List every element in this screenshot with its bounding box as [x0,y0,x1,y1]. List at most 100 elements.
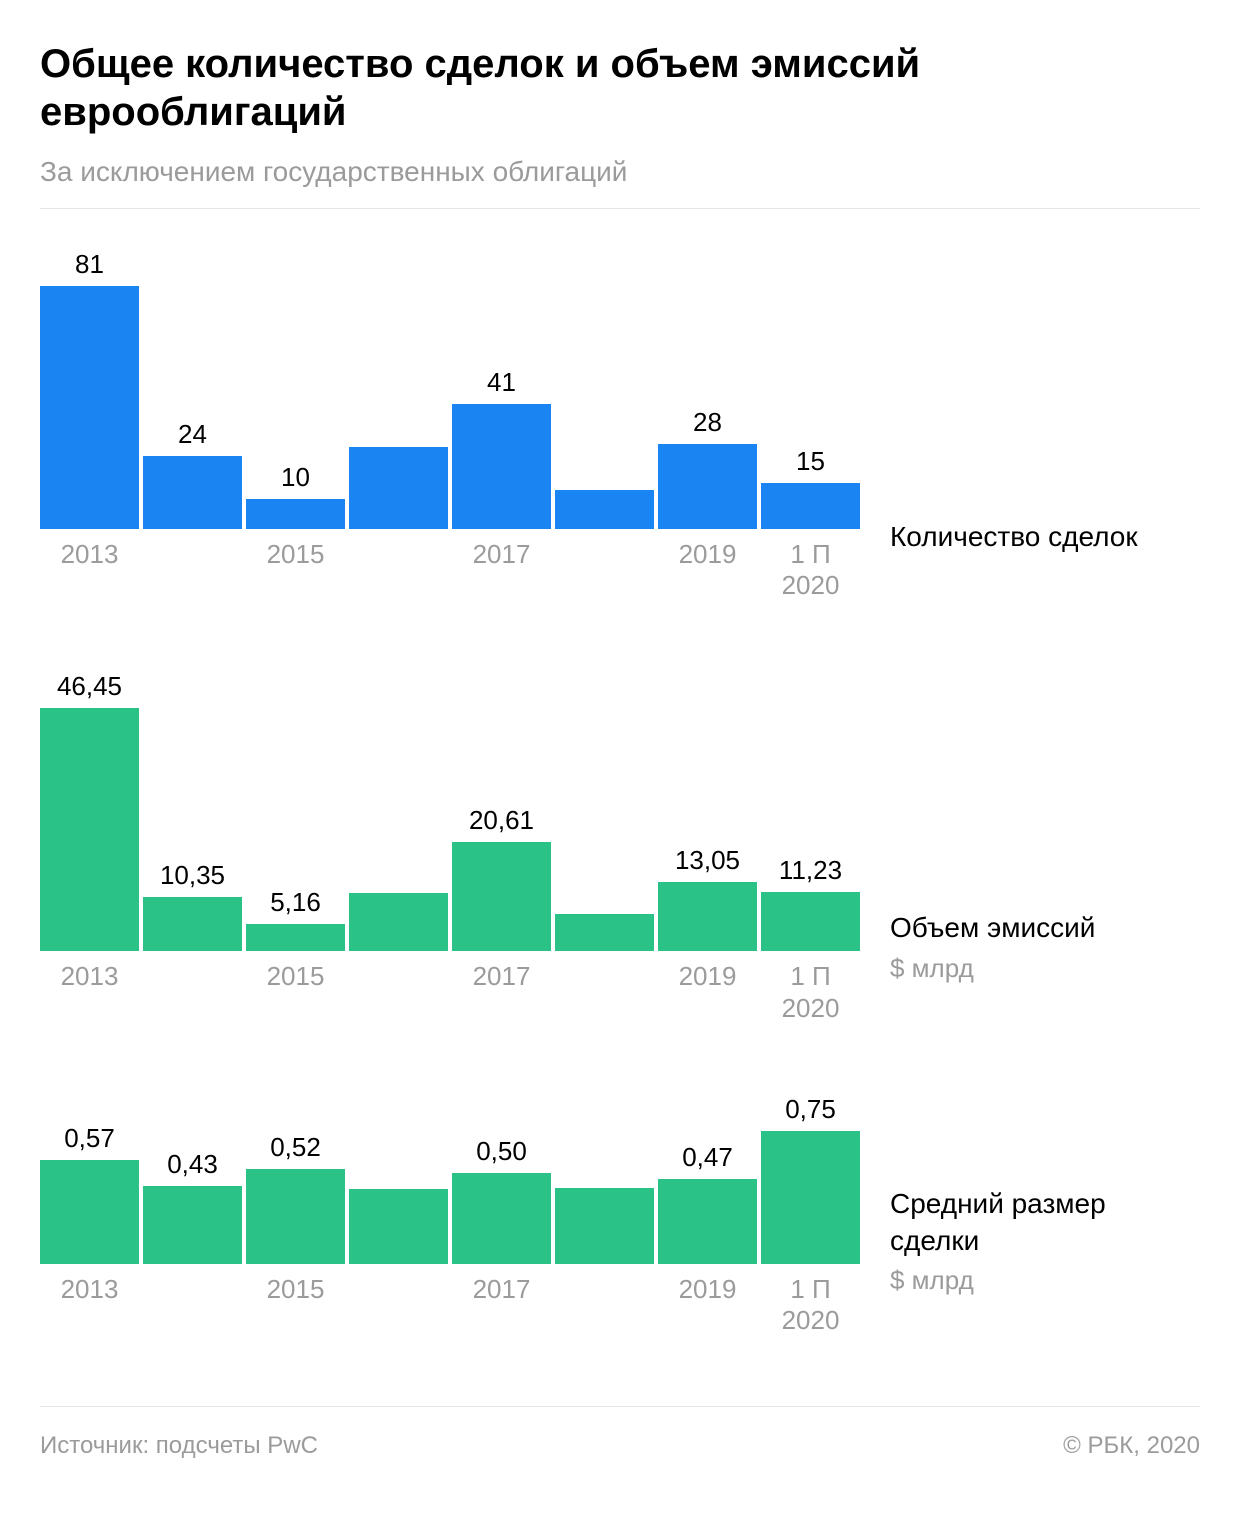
bar [452,1173,551,1264]
footer: Источник: подсчеты PwC © РБК, 2020 [40,1406,1200,1460]
bar [761,892,860,951]
bar-col [555,671,654,951]
x-tick [143,1274,242,1336]
x-tick: 2015 [246,961,345,1023]
bar [555,1188,654,1264]
x-tick: 2013 [40,1274,139,1336]
bar-value-label: 20,61 [469,805,534,836]
chart-volume: 46,4510,355,1620,6113,0511,2320132015201… [40,671,1200,1023]
bar-value-label: 28 [693,407,722,438]
bar-col: 20,61 [452,671,551,951]
legend-title: Количество сделок [890,519,1138,555]
chart-area: 81241041281520132015201720191 П 2020 [40,249,860,601]
bar-value-label: 13,05 [675,845,740,876]
bar [246,1169,345,1263]
x-axis: 20132015201720191 П 2020 [40,539,860,601]
x-tick: 2019 [658,539,757,601]
bar-col: 41 [452,249,551,529]
bar-value-label: 0,52 [270,1132,321,1163]
bar-col [349,671,448,951]
bar [761,483,860,529]
bar [40,1160,139,1263]
bar [452,404,551,529]
bar-value-label: 24 [178,419,207,450]
bar [246,924,345,951]
bar [349,1189,448,1263]
bar-value-label: 46,45 [57,671,122,702]
bar-col: 15 [761,249,860,529]
x-tick: 1 П 2020 [761,961,860,1023]
bar-value-label: 0,47 [682,1142,733,1173]
bar-value-label: 0,50 [476,1136,527,1167]
bar-col [555,249,654,529]
chart-area: 46,4510,355,1620,6113,0511,2320132015201… [40,671,860,1023]
x-axis: 2013 2015 2017 20191 П 2020 [40,961,860,1023]
bar-col: 0,43 [143,1094,242,1264]
legend: Объем эмиссий$ млрд [860,910,1095,1023]
chart-container: Общее количество сделок и объем эмиссий … [0,0,1240,1490]
bar [246,499,345,529]
bar-value-label: 10,35 [160,860,225,891]
bar [40,708,139,951]
bar [761,1131,860,1264]
bar-col: 11,23 [761,671,860,951]
x-tick: 2017 [452,539,551,601]
bar [658,444,757,529]
bar [555,490,654,529]
bar-value-label: 0,57 [64,1123,115,1154]
x-tick: 2015 [246,1274,345,1336]
bar-col: 81 [40,249,139,529]
source-text: Источник: подсчеты PwC [40,1432,318,1460]
bar-value-label: 15 [796,446,825,477]
legend: Количество сделок [860,519,1138,601]
x-tick: 2019 [658,961,757,1023]
bar [452,842,551,951]
x-tick: 2019 [658,1274,757,1336]
bar-value-label: 41 [487,367,516,398]
bar-col: 46,45 [40,671,139,951]
bars-row: 0,57 0,43 0,52 0,50 0,47 0,75 [40,1094,860,1264]
bar-col [349,249,448,529]
chart-area: 0,57 0,43 0,52 0,50 0,47 0,75 2013 2015 2017 2019… [40,1094,860,1336]
x-axis: 20132015201720191 П 2020 [40,1274,860,1336]
x-tick: 2013 [40,961,139,1023]
x-tick [555,539,654,601]
x-tick [349,539,448,601]
x-tick: 1 П 2020 [761,539,860,601]
x-tick [555,1274,654,1336]
legend-unit: $ млрд [890,953,1095,984]
bar-col: 0,50 [452,1094,551,1264]
bar-value-label: 81 [75,249,104,280]
bar-value-label: 0,75 [785,1094,836,1125]
page-subtitle: За исключением государственных облигаций [40,156,1200,188]
x-tick: 2013 [40,539,139,601]
bar-col: 10,35 [143,671,242,951]
bar [349,447,448,529]
bar-value-label: 5,16 [270,887,321,918]
x-tick [555,961,654,1023]
bar-value-label: 0,43 [167,1149,218,1180]
bar-value-label: 11,23 [779,855,842,886]
bar-col: 0,75 [761,1094,860,1264]
x-tick [143,539,242,601]
legend-title: Средний размер сделки [890,1186,1180,1259]
bar [143,456,242,529]
chart-deals: 81241041281520132015201720191 П 2020Коли… [40,249,1200,601]
bar-col: 10 [246,249,345,529]
x-tick [349,961,448,1023]
chart-avg: 0,57 0,43 0,52 0,50 0,47 0,75 2013 2015 2017 2019… [40,1094,1200,1336]
bar-col: 0,52 [246,1094,345,1264]
bars-row: 46,45 10,35 5,16 20,61 13,05 11,23 [40,671,860,951]
page-title: Общее количество сделок и объем эмиссий … [40,40,1200,136]
copyright-text: © РБК, 2020 [1063,1432,1200,1460]
bar-col [349,1094,448,1264]
x-tick: 2017 [452,1274,551,1336]
bar [658,882,757,951]
charts-host: 81241041281520132015201720191 П 2020Коли… [40,249,1200,1336]
bar-col: 0,57 [40,1094,139,1264]
bar [143,1186,242,1264]
bar-col: 5,16 [246,671,345,951]
legend: Средний размер сделки$ млрд [860,1186,1180,1336]
x-tick: 2017 [452,961,551,1023]
divider [40,208,1200,209]
